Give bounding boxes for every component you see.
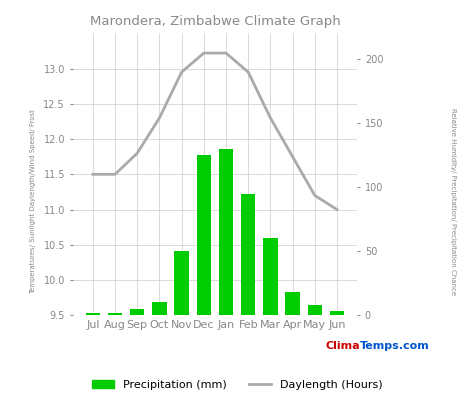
Text: Clima: Clima: [325, 341, 360, 351]
Text: Relative Humidity/ Precipitation/ Precipitation Chance: Relative Humidity/ Precipitation/ Precip…: [450, 108, 456, 296]
Text: Temperatures/ Sunlight Daylength/Wind Speed/ Frost: Temperatures/ Sunlight Daylength/Wind Sp…: [30, 110, 36, 294]
Bar: [130, 309, 145, 315]
Bar: [285, 292, 300, 315]
Bar: [241, 194, 255, 315]
Bar: [86, 313, 100, 315]
Bar: [219, 149, 233, 315]
Title: Marondera, Zimbabwe Climate Graph: Marondera, Zimbabwe Climate Graph: [90, 15, 340, 28]
Bar: [152, 302, 167, 315]
Text: Temps.com: Temps.com: [360, 341, 430, 351]
Bar: [108, 313, 122, 315]
Bar: [308, 305, 322, 315]
Bar: [197, 155, 211, 315]
Bar: [330, 312, 344, 315]
Bar: [174, 251, 189, 315]
Bar: [263, 238, 278, 315]
Legend: Precipitation (mm), Daylength (Hours): Precipitation (mm), Daylength (Hours): [87, 376, 387, 394]
